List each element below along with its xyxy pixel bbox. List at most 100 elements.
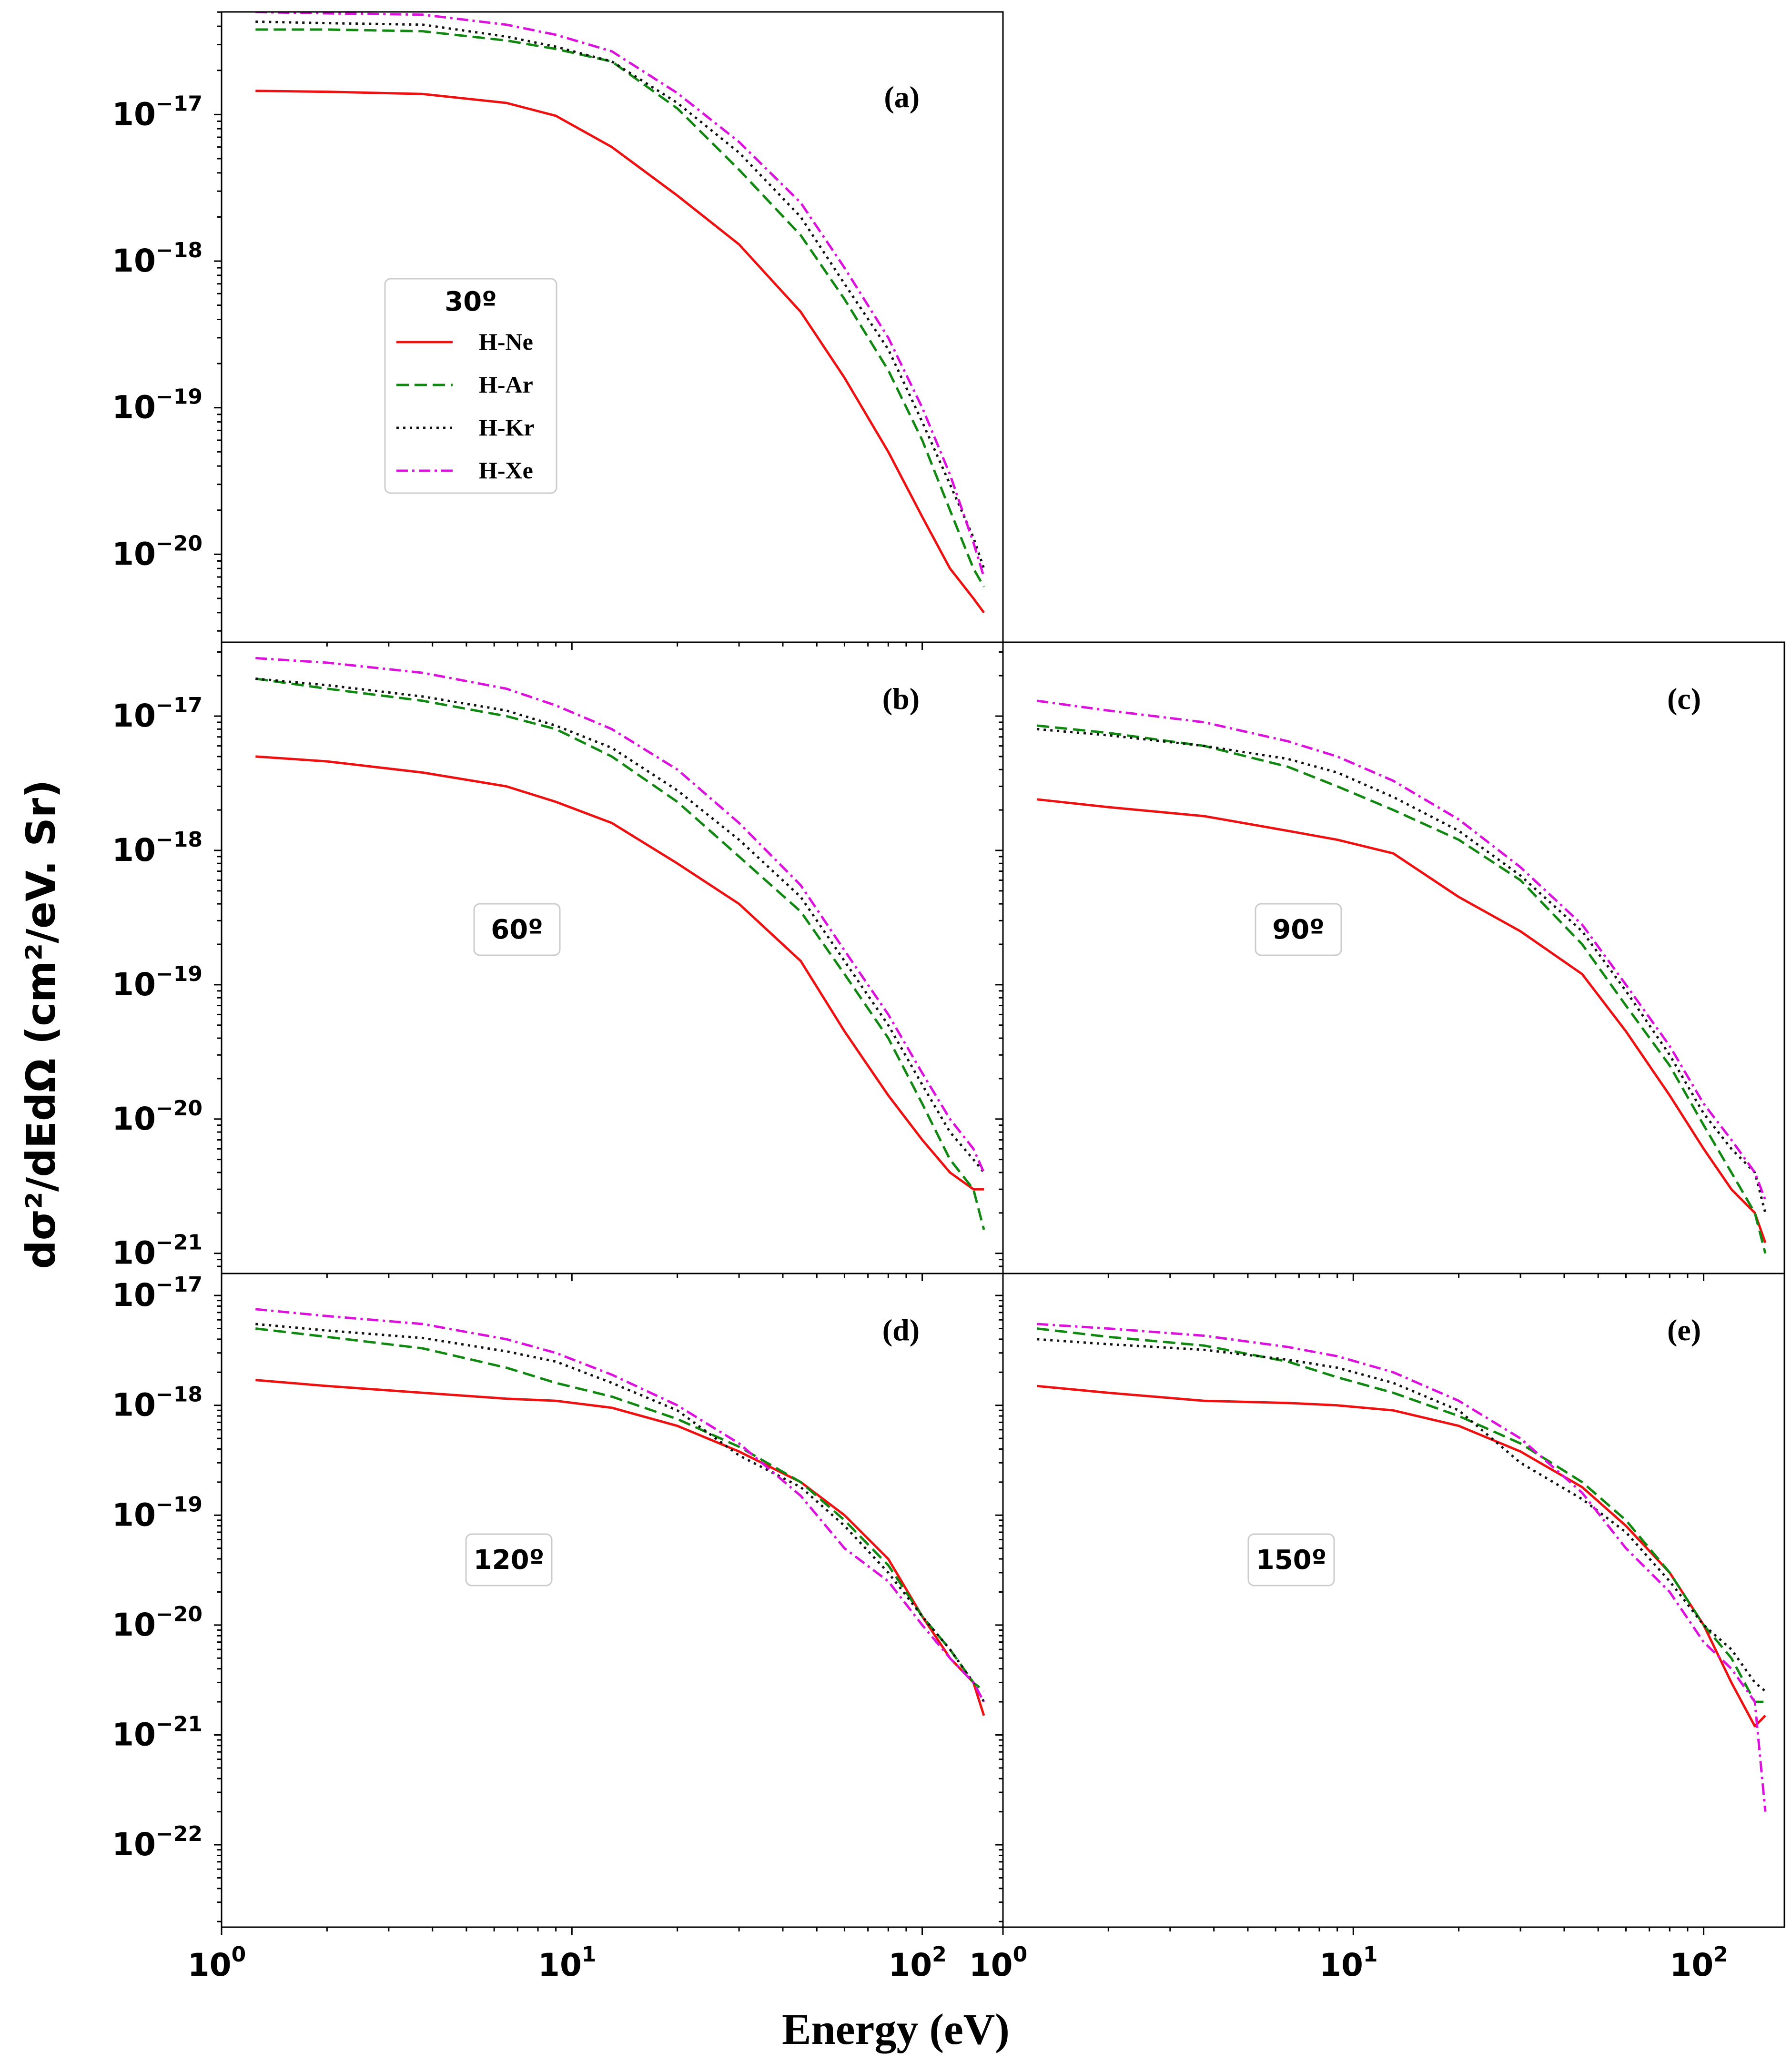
y-tick-label-exponent: −19	[156, 962, 202, 986]
series-line-b-h-kr	[255, 677, 985, 1173]
y-tick-label-base: 10	[112, 1826, 156, 1863]
y-tick-label-exponent: −17	[156, 91, 202, 116]
y-tick-label-base: 10	[112, 96, 156, 132]
series-line-d-h-ne	[255, 1379, 985, 1716]
series-line-c-h-ne	[1037, 798, 1767, 1243]
y-tick-label-d: 10−19	[112, 1492, 202, 1533]
y-tick-label-exponent: −17	[156, 1273, 202, 1297]
panel-frame-b	[221, 641, 1004, 1274]
y-tick-label-exponent: −17	[156, 693, 202, 718]
y-tick-label-exponent: −20	[156, 531, 202, 556]
x-tick-label-exponent: 2	[1713, 1942, 1728, 1967]
y-tick-label-exponent: −18	[156, 238, 202, 263]
x-tick-label-exponent: 1	[1363, 1942, 1378, 1967]
series-group-d	[255, 1308, 985, 1716]
angle-box-e	[1247, 1533, 1335, 1587]
panel-label-b: (b)	[882, 682, 920, 716]
panel-c: (c) 90º	[995, 641, 1785, 1281]
y-axis-title: dσ²/dEdΩ (cm²/eV. Sr)	[18, 779, 64, 1269]
y-tick-label-base: 10	[112, 536, 156, 572]
series-line-c-h-ar	[1037, 724, 1767, 1254]
angle-label-c: 90º	[1272, 914, 1325, 945]
series-line-e-h-ne	[1037, 1385, 1766, 1728]
x-tick-label-e: 100	[969, 1942, 1027, 1983]
y-tick-label-base: 10	[112, 1607, 156, 1643]
y-tick-label-base: 10	[112, 1101, 156, 1137]
x-axis-title: Energy (eV)	[782, 2005, 1010, 2053]
legend-box	[384, 278, 557, 494]
y-tick-label-b: 10−17	[112, 693, 202, 734]
x-tick-label-exponent: 0	[1013, 1942, 1028, 1967]
x-tick-label-exponent: 2	[932, 1942, 947, 1967]
angle-label-e: 150º	[1256, 1545, 1326, 1576]
y-tick-label-b: 10−19	[112, 962, 202, 1003]
y-tick-label-base: 10	[112, 697, 156, 734]
x-tick-label-d: 102	[888, 1942, 946, 1983]
x-tick-label-base: 10	[888, 1947, 932, 1983]
y-tick-label-exponent: −18	[156, 1383, 202, 1407]
y-tick-label-base: 10	[112, 1387, 156, 1424]
series-line-b-h-xe	[255, 657, 985, 1173]
y-tick-label-base: 10	[112, 1496, 156, 1533]
y-tick-label-a: 10−18	[112, 238, 202, 279]
series-line-e-h-ar	[1037, 1327, 1765, 1703]
x-tick-label-base: 10	[538, 1947, 582, 1983]
legend: 30º H-Ne H-Ar H-Kr H-Xe	[384, 278, 557, 494]
panel-frame-d	[221, 1273, 1004, 1928]
y-tick-label-exponent: −19	[156, 1492, 202, 1516]
x-tick-label-base: 10	[1319, 1947, 1363, 1983]
series-line-c-h-xe	[1036, 699, 1767, 1201]
y-tick-label-b: 10−20	[112, 1096, 202, 1137]
angle-box-d	[465, 1533, 553, 1587]
y-tick-label-b: 10−21	[112, 1231, 202, 1272]
y-tick-label-d: 10−22	[112, 1822, 202, 1863]
panel-label-e: (e)	[1667, 1313, 1701, 1347]
series-line-b-h-ne	[255, 755, 984, 1191]
y-tick-label-base: 10	[112, 389, 156, 426]
legend-title: 30º	[445, 286, 497, 317]
y-tick-label-exponent: −20	[156, 1096, 202, 1121]
y-tick-label-base: 10	[112, 1277, 156, 1314]
x-tick-label-d: 101	[538, 1942, 596, 1983]
panel-label-c: (c)	[1667, 682, 1701, 716]
series-line-e-h-xe	[1037, 1323, 1767, 1812]
angle-box-b	[473, 903, 561, 956]
x-tick-label-base: 10	[969, 1947, 1013, 1983]
angle-box-c	[1255, 903, 1342, 956]
y-tick-label-a: 10−20	[112, 531, 202, 572]
legend-entry-h-ne: H-Ne	[479, 328, 533, 355]
x-tick-label-exponent: 1	[582, 1942, 597, 1967]
y-tick-label-d: 10−21	[112, 1712, 202, 1753]
series-line-e-h-kr	[1037, 1338, 1766, 1692]
y-tick-label-d: 10−17	[112, 1273, 202, 1314]
legend-entry-h-ar: H-Ar	[479, 371, 533, 398]
panel-a: 10−1710−1810−1910−20(a)30ºH-NeH-ArH-KrH-…	[112, 11, 1004, 650]
panel-e: 100 101 102(e)150º	[969, 1273, 1785, 1983]
x-tick-label-base: 10	[1670, 1947, 1713, 1983]
y-tick-label-d: 10−20	[112, 1602, 202, 1643]
y-tick-label-exponent: −21	[156, 1712, 202, 1736]
x-tick-label-e: 102	[1670, 1942, 1728, 1983]
y-tick-label-b: 10−18	[112, 828, 202, 869]
legend-entry-h-xe: H-Xe	[479, 457, 533, 484]
x-tick-label-exponent: 0	[232, 1942, 246, 1967]
y-tick-label-a: 10−19	[112, 385, 202, 426]
series-line-d-h-xe	[255, 1308, 985, 1703]
panel-label-a: (a)	[884, 80, 920, 114]
y-tick-label-base: 10	[112, 832, 156, 869]
y-tick-label-base: 10	[112, 243, 156, 279]
series-group-a	[255, 12, 985, 614]
series-line-d-h-kr	[255, 1323, 985, 1703]
y-tick-label-exponent: −20	[156, 1602, 202, 1627]
y-tick-label-base: 10	[112, 1716, 156, 1753]
y-tick-label-base: 10	[112, 1235, 156, 1272]
series-group-e	[1037, 1323, 1767, 1812]
series-line-c-h-kr	[1037, 728, 1767, 1213]
series-line-d-h-ar	[255, 1327, 985, 1692]
y-tick-label-base: 10	[112, 966, 156, 1003]
series-line-a-h-kr	[255, 20, 985, 569]
y-tick-label-exponent: −22	[156, 1822, 202, 1846]
